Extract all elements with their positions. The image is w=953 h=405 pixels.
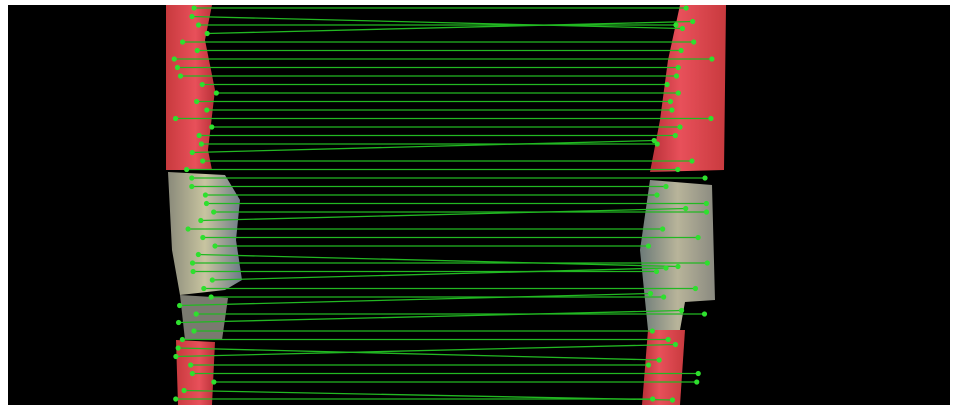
keypoint <box>675 167 680 172</box>
keypoint <box>702 311 707 316</box>
keypoint <box>690 19 695 24</box>
keypoint <box>180 39 185 44</box>
keypoint <box>680 26 685 31</box>
keypoint <box>708 116 713 121</box>
keypoint <box>664 82 669 87</box>
keypoint <box>702 175 707 180</box>
keypoint <box>180 337 185 342</box>
keypoint <box>652 138 657 143</box>
keypoint <box>184 167 189 172</box>
keypoint <box>178 73 183 78</box>
keypoint <box>190 371 195 376</box>
keypoint <box>190 260 195 265</box>
keypoint <box>191 5 196 10</box>
keypoint <box>670 397 675 402</box>
background <box>8 5 950 405</box>
keypoint <box>676 90 681 95</box>
keypoint <box>203 192 208 197</box>
keypoint <box>204 201 209 206</box>
keypoint <box>660 226 665 231</box>
keypoint <box>196 252 201 257</box>
keypoint <box>173 396 178 401</box>
keypoint <box>188 362 193 367</box>
keypoint <box>189 175 194 180</box>
keypoint <box>189 184 194 189</box>
keypoint <box>691 39 696 44</box>
keypoint <box>200 82 205 87</box>
keypoint <box>190 150 195 155</box>
keypoint <box>176 320 181 325</box>
keypoint <box>657 357 662 362</box>
keypoint <box>661 294 666 299</box>
left-gray-lower <box>180 295 228 340</box>
keypoint <box>676 65 681 70</box>
keypoint <box>195 48 200 53</box>
keypoint <box>210 277 215 282</box>
page: (() => { const ns = 'http://www.w3.org/2… <box>0 0 953 405</box>
keypoint <box>679 308 684 313</box>
keypoint <box>696 371 701 376</box>
keypoint <box>204 107 209 112</box>
keypoint <box>669 107 674 112</box>
keypoint <box>663 265 668 270</box>
keypoint <box>673 342 678 347</box>
keypoint <box>181 388 186 393</box>
keypoint <box>199 141 204 146</box>
keypoint <box>198 218 203 223</box>
keypoint <box>677 124 682 129</box>
keypoint <box>214 90 219 95</box>
keypoint <box>673 22 678 27</box>
keypoint <box>673 133 678 138</box>
keypoint <box>172 56 177 61</box>
keypoint <box>194 99 199 104</box>
left-red-lower <box>176 340 215 405</box>
keypoint <box>694 379 699 384</box>
keypoint <box>211 379 216 384</box>
keypoint <box>189 14 194 19</box>
keypoint <box>646 362 651 367</box>
keypoint <box>704 201 709 206</box>
match-view <box>0 0 953 405</box>
keypoint <box>197 133 202 138</box>
keypoint <box>201 286 206 291</box>
keypoint <box>196 22 201 27</box>
keypoint <box>200 158 205 163</box>
keypoint <box>696 235 701 240</box>
keypoint <box>648 291 653 296</box>
keypoint <box>194 311 199 316</box>
keypoint <box>654 269 659 274</box>
keypoint <box>177 303 182 308</box>
keypoint <box>675 264 680 269</box>
keypoint <box>185 226 190 231</box>
keypoint <box>674 73 679 78</box>
keypoint <box>173 354 178 359</box>
keypoint <box>200 235 205 240</box>
keypoint <box>654 192 659 197</box>
keypoint <box>663 184 668 189</box>
keypoint <box>666 337 671 342</box>
keypoint <box>705 260 710 265</box>
keypoint <box>205 31 210 36</box>
keypoint <box>650 396 655 401</box>
keypoint <box>191 328 196 333</box>
keypoint <box>191 269 196 274</box>
keypoint <box>211 209 216 214</box>
keypoint <box>176 345 181 350</box>
keypoint <box>709 56 714 61</box>
keypoint <box>689 158 694 163</box>
keypoint <box>668 99 673 104</box>
keypoint <box>683 206 688 211</box>
keypoint <box>650 328 655 333</box>
keypoint <box>679 48 684 53</box>
keypoint <box>684 5 689 10</box>
left-gray-region <box>168 172 242 295</box>
keypoint <box>704 209 709 214</box>
keypoint <box>173 116 178 121</box>
keypoint <box>175 65 180 70</box>
keypoint <box>209 294 214 299</box>
keypoint <box>209 124 214 129</box>
keypoint <box>646 243 651 248</box>
keypoint <box>212 243 217 248</box>
keypoint <box>693 286 698 291</box>
